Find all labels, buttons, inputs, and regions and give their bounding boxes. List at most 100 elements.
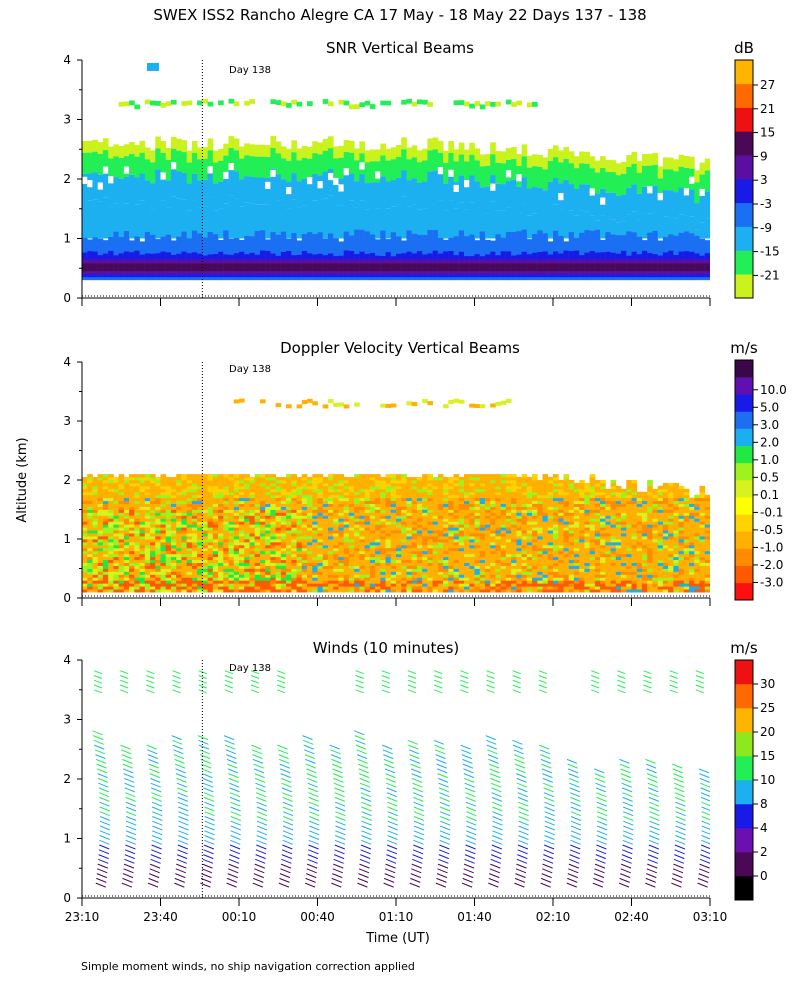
doppler-cell [228,562,235,566]
doppler-cell [553,477,559,481]
doppler-cell [469,565,475,569]
doppler-cell [270,533,277,537]
doppler-cell [369,485,376,490]
doppler-cell [385,580,392,584]
doppler-cell [228,544,235,549]
doppler-cell [532,494,538,499]
doppler-cell [458,574,465,578]
doppler-cell [521,556,528,561]
doppler-cell [589,562,596,566]
doppler-cell [286,533,292,537]
doppler-cell [427,536,434,540]
doppler-cell [254,521,261,525]
doppler-cell [526,574,533,578]
doppler-cell [97,580,104,584]
doppler-cell [197,480,203,484]
doppler-cell [129,521,135,525]
doppler-cell [443,562,449,566]
doppler-cell [333,583,339,587]
doppler-cell [134,589,140,593]
doppler-cell [291,565,297,569]
doppler-cell [280,565,287,569]
doppler-cell [385,512,392,516]
doppler-cell [553,589,559,593]
doppler-cell [526,580,533,584]
doppler-cell [422,518,428,522]
doppler-cell [359,533,365,537]
doppler-cell [526,547,533,552]
doppler-cell [244,512,250,516]
doppler-cell [186,568,193,572]
doppler-cell [416,565,423,569]
doppler-cell [296,589,303,593]
doppler-cell [92,518,99,522]
doppler-cell [312,568,318,572]
doppler-cell [589,474,596,478]
doppler-cell [359,568,365,572]
doppler-cell [291,524,297,528]
doppler-cell [327,509,334,513]
doppler-cell [474,571,481,575]
snr-cell [291,173,297,200]
doppler-cell [82,500,88,504]
snr-cell [265,204,271,239]
doppler-cell [537,536,543,540]
doppler-cell [202,480,208,484]
doppler-cell [542,515,549,519]
doppler-cell [521,586,528,590]
doppler-cell [134,497,140,502]
doppler-cell [170,547,177,552]
doppler-cell [317,497,324,502]
doppler-cell [484,524,491,528]
doppler-cell [233,580,240,584]
doppler-cell [484,550,491,555]
doppler-cell [291,574,297,578]
doppler-cell [453,565,460,569]
doppler-cell [453,571,460,575]
doppler-cell [139,497,146,502]
snr-cell [605,171,611,193]
doppler-cell [296,583,303,587]
doppler-cell [176,530,182,534]
doppler-cell [369,506,376,510]
doppler-cell [422,536,428,540]
doppler-cell [244,574,250,578]
doppler-cell [160,589,167,593]
doppler-cell [526,482,533,487]
doppler-cell [479,559,486,563]
doppler-cell [584,553,591,558]
snr-cell [202,206,208,239]
doppler-cell [286,565,292,569]
doppler-cell [338,556,345,561]
doppler-cell [239,477,245,481]
doppler-cell [317,521,324,525]
snr-cell [307,206,313,239]
snr-cell [102,263,109,272]
doppler-cell [296,556,303,561]
doppler-cell [589,512,596,516]
snr-cell [568,184,575,211]
snr-cell [233,198,240,239]
doppler-cell [333,488,339,493]
doppler-cell [537,518,543,522]
doppler-cell [537,574,543,578]
doppler-cell [437,586,444,590]
snr-cell [615,196,622,223]
doppler-cell [526,527,533,531]
doppler-cell [369,512,376,516]
doppler-cell [448,515,454,519]
doppler-cell [411,559,418,563]
doppler-cell [474,527,481,531]
doppler-cell [176,562,182,566]
doppler-cell [87,544,93,549]
doppler-cell [547,565,554,569]
doppler-cell [390,515,397,519]
doppler-cell [589,536,596,540]
doppler-cell [212,533,219,537]
doppler-cell [275,583,282,587]
doppler-cell [547,589,554,593]
doppler-cell [469,477,475,481]
doppler-cell [202,589,208,593]
snr-cell [704,170,710,192]
snr-cell [689,216,695,239]
